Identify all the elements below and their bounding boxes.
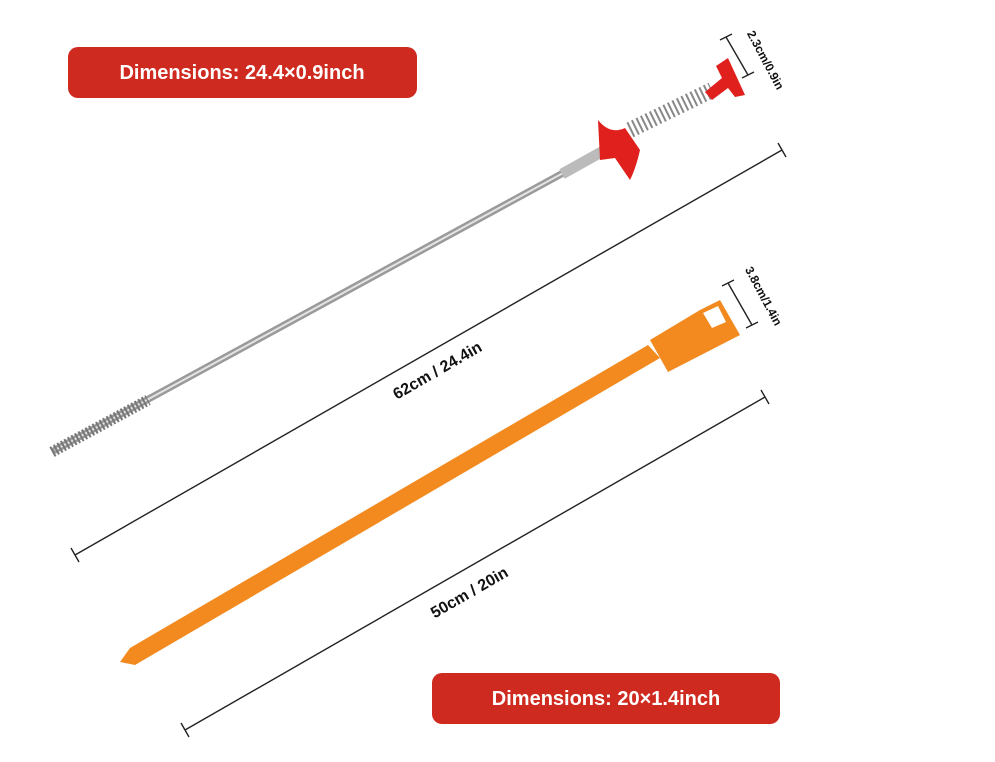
dimension-line: [719, 33, 755, 79]
dimension-label: 50cm / 20in: [428, 564, 511, 622]
grabber-tool: [49, 58, 745, 457]
dimension-line: [180, 389, 770, 738]
badge: [68, 47, 417, 98]
dimension-line: [721, 279, 759, 329]
badge: [432, 673, 780, 724]
dimension-label: 62cm / 24.4in: [390, 339, 485, 404]
hook-tool: [120, 300, 740, 665]
badge-text: Dimensions: 20×1.4inch: [492, 688, 720, 710]
badge-text: Dimensions: 24.4×0.9inch: [119, 62, 364, 84]
dimension-label: 2.3cm/0.9in: [744, 28, 787, 92]
dimension-line: [70, 142, 787, 563]
